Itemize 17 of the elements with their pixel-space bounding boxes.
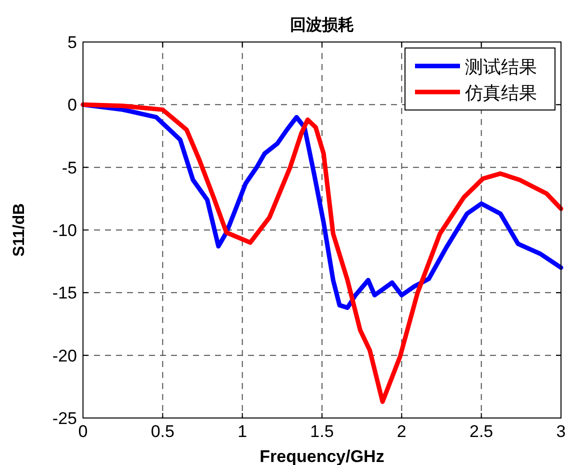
y-tick-label: -25 xyxy=(52,409,77,428)
chart-title: 回波损耗 xyxy=(290,16,354,34)
y-tick-label: 0 xyxy=(68,96,77,115)
y-tick-label: -15 xyxy=(52,284,77,303)
y-tick-label: -20 xyxy=(52,346,77,366)
x-tick-label: 2 xyxy=(396,422,406,441)
x-tick-label: 1 xyxy=(238,422,248,441)
x-tick-label: 1.5 xyxy=(310,422,334,441)
y-tick-label: 5 xyxy=(68,33,77,52)
y-tick-label: -10 xyxy=(52,221,77,240)
x-tick-label: 0.5 xyxy=(150,422,174,441)
legend-label: 仿真结果 xyxy=(464,83,537,103)
x-tick-label: 2.5 xyxy=(470,422,494,441)
legend-label: 测试结果 xyxy=(465,57,537,77)
y-tick-label: -5 xyxy=(62,158,77,178)
y-axis-title: S11/dB xyxy=(11,203,28,257)
x-tick-label: 3 xyxy=(556,422,566,441)
